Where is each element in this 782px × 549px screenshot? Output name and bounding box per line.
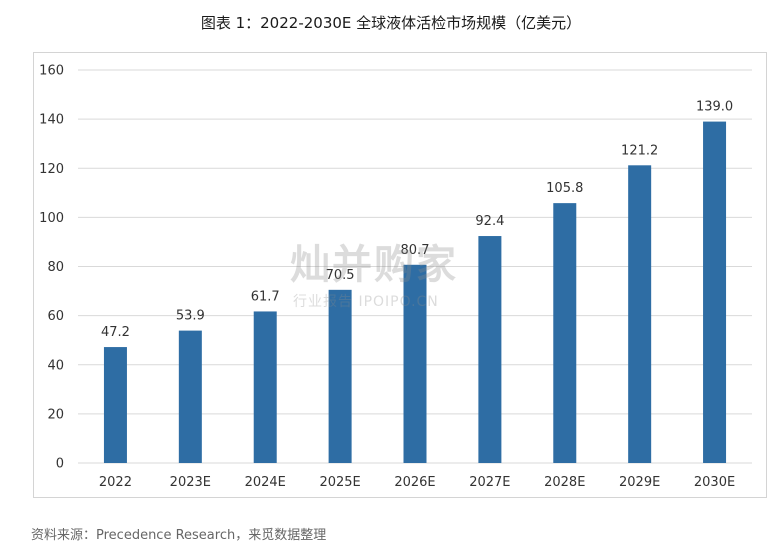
x-tick-label: 2028E: [544, 475, 585, 490]
chart-title: 图表 1：2022-2030E 全球液体活检市场规模（亿美元）: [200, 14, 582, 32]
bar: [478, 236, 502, 463]
y-tick-label: 0: [56, 457, 64, 472]
y-tick-label: 60: [47, 309, 64, 324]
x-tick-label: 2026E: [394, 475, 435, 490]
source-note: 资料来源：Precedence Research，来觅数据整理: [31, 528, 327, 543]
data-label: 70.5: [326, 268, 355, 283]
x-tick-label: 2022: [99, 475, 132, 490]
x-tick-label: 2024E: [245, 475, 286, 490]
y-tick-label: 160: [39, 64, 64, 79]
y-tick-label: 140: [39, 113, 64, 128]
data-label: 53.9: [176, 309, 205, 324]
data-label: 139.0: [696, 100, 733, 115]
y-tick-label: 80: [47, 260, 64, 275]
y-tick-label: 120: [39, 162, 64, 177]
y-tick-label: 20: [47, 407, 64, 422]
data-label: 121.2: [621, 143, 658, 158]
bar: [328, 289, 352, 463]
data-label: 105.8: [546, 181, 583, 196]
bar: [403, 264, 427, 463]
bar: [103, 347, 127, 463]
y-tick-label: 100: [39, 211, 64, 226]
x-tick-label: 2030E: [694, 475, 735, 490]
data-label: 61.7: [251, 289, 280, 304]
y-tick-label: 40: [47, 358, 64, 373]
plot-frame: [33, 52, 767, 498]
bar: [553, 203, 577, 463]
x-tick-label: 2027E: [469, 475, 510, 490]
data-label: 92.4: [475, 214, 504, 229]
data-label: 47.2: [101, 325, 130, 340]
x-tick-label: 2023E: [170, 475, 211, 490]
bar: [628, 165, 652, 464]
data-label: 80.7: [401, 243, 430, 258]
x-tick-label: 2025E: [319, 475, 360, 490]
x-tick-label: 2029E: [619, 475, 660, 490]
bar: [178, 330, 202, 463]
bar: [703, 121, 727, 464]
bar: [253, 311, 277, 463]
